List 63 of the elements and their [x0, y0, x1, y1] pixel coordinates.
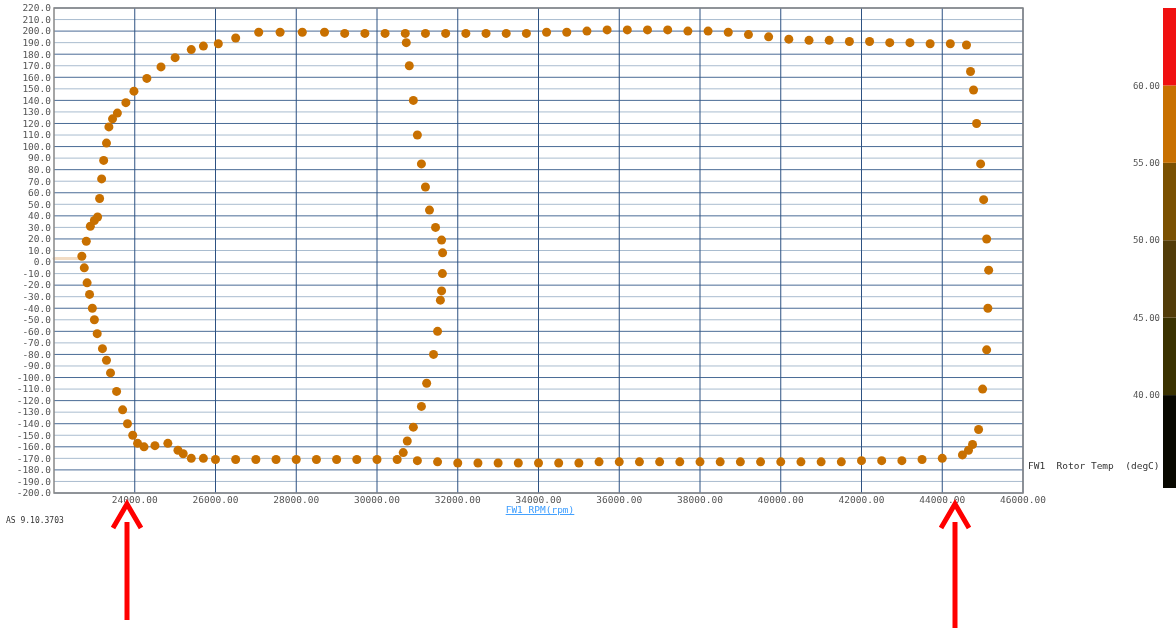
y-tick-label: 150.0	[22, 83, 52, 95]
y-tick-label: -180.0	[16, 464, 52, 476]
y-tick-label: -160.0	[16, 441, 52, 453]
y-tick-label: 160.0	[22, 71, 52, 83]
color-bar-label: 50.00	[1132, 235, 1160, 246]
x-tick-label: 46000.00	[1000, 494, 1047, 505]
color-bar-label: 40.00	[1132, 390, 1160, 401]
text: AS 9.10.3703	[6, 516, 64, 525]
y-tick-label: -20.0	[22, 279, 52, 291]
color-bar-label: 60.00	[1132, 80, 1160, 91]
x-tick-label: 38000.00	[677, 494, 724, 505]
x-tick-label: 26000.00	[192, 494, 239, 505]
y-tick-label: 60.0	[28, 187, 52, 199]
x-tick-label: 36000.00	[596, 494, 643, 505]
x-tick-label: 40000.00	[757, 494, 804, 505]
color-bar-title: FW1 Rotor Temp (degC)	[1028, 460, 1160, 472]
y-tick-label: -140.0	[16, 418, 52, 430]
y-tick-label: 10.0	[28, 244, 52, 256]
y-tick-label: 30.0	[28, 221, 52, 233]
y-tick-label: -170.0	[16, 452, 52, 464]
y-tick-label: -50.0	[22, 314, 52, 326]
y-tick-label: -120.0	[16, 394, 52, 406]
x-tick-label: 42000.00	[838, 494, 885, 505]
x-tick-label: 28000.00	[273, 494, 320, 505]
x-tick-label: 24000.00	[111, 494, 158, 505]
y-tick-label: -10.0	[22, 267, 52, 279]
y-tick-label: 190.0	[22, 36, 52, 48]
y-tick-label: 130.0	[22, 106, 52, 118]
x-tick-label: 32000.00	[434, 494, 481, 505]
y-tick-label: 0.0	[33, 256, 52, 268]
y-tick-label: 40.0	[28, 210, 52, 222]
color-bar-label: 55.00	[1132, 157, 1160, 168]
y-tick-label: 20.0	[28, 233, 52, 245]
y-tick-label: -110.0	[16, 383, 52, 395]
y-tick-label: 70.0	[28, 175, 52, 187]
y-tick-label: -70.0	[22, 337, 52, 349]
y-tick-label: 210.0	[22, 13, 52, 25]
x-axis-title: FW1 RPM(rpm)	[505, 504, 575, 515]
y-tick-label: -100.0	[16, 371, 52, 383]
y-tick-label: 50.0	[28, 198, 52, 210]
y-tick-label: -30.0	[22, 291, 52, 303]
y-tick-label: -90.0	[22, 360, 52, 372]
y-tick-label: 120.0	[22, 117, 52, 129]
color-bar-label: 45.00	[1132, 312, 1160, 323]
y-tick-label: 90.0	[28, 152, 52, 164]
y-tick-label: -150.0	[16, 429, 52, 441]
y-tick-label: 80.0	[28, 163, 52, 175]
x-tick-label: 34000.00	[515, 494, 562, 505]
y-tick-label: -60.0	[22, 325, 52, 337]
x-tick-label: 44000.00	[919, 494, 966, 505]
y-tick-label: 140.0	[22, 94, 52, 106]
y-tick-label: 100.0	[22, 140, 52, 152]
y-tick-label: 220.0	[22, 2, 52, 14]
y-tick-label: -200.0	[16, 487, 52, 499]
y-tick-label: 170.0	[22, 60, 52, 72]
y-tick-label: -80.0	[22, 348, 52, 360]
y-tick-label: -130.0	[16, 406, 52, 418]
y-tick-label: 180.0	[22, 48, 52, 60]
y-tick-label: -190.0	[16, 475, 52, 487]
y-tick-label: -40.0	[22, 302, 52, 314]
y-tick-label: 110.0	[22, 129, 52, 141]
y-tick-label: 200.0	[22, 25, 52, 37]
x-tick-label: 30000.00	[354, 494, 401, 505]
